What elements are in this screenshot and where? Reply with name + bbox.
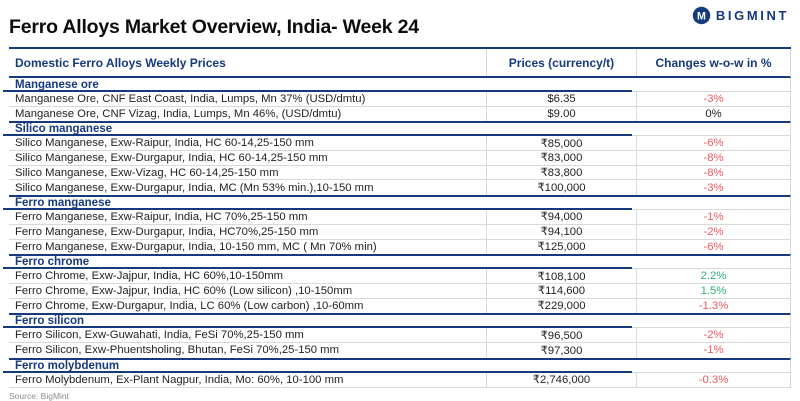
row-change: 0% <box>705 108 722 121</box>
column-header-prices: Prices (currency/t) <box>487 49 637 76</box>
row-desc: Ferro Chrome, Exw-Jajpur, India, HC 60%,… <box>9 269 487 283</box>
table-row: Ferro Chrome, Exw-Durgapur, India, LC 60… <box>9 298 791 314</box>
row-desc: Ferro Chrome, Exw-Jajpur, India, HC 60% … <box>9 283 487 298</box>
row-desc: Ferro Manganese, Exw-Durgapur, India, 10… <box>9 239 487 255</box>
section-rows: Manganese Ore, CNF East Coast, India, Lu… <box>9 92 791 122</box>
row-change: -6% <box>703 240 724 253</box>
row-price: ₹125,000 <box>487 239 637 255</box>
section-rows: Ferro Manganese, Exw-Raipur, India, HC 7… <box>9 210 791 255</box>
table-row: Ferro Manganese, Exw-Durgapur, India, 10… <box>9 239 791 255</box>
section-header-ferro-manganese: Ferro manganese <box>3 195 791 211</box>
row-change: -6% <box>703 137 724 150</box>
section-underline <box>3 267 632 270</box>
table-row: Ferro Molybdenum, Ex-Plant Nagpur, India… <box>9 372 791 388</box>
row-price: ₹108,100 <box>487 269 637 283</box>
table-row: Silico Manganese, Exw-Vizag, HC 60-14,25… <box>9 165 791 181</box>
row-desc: Silico Manganese, Exw-Vizag, HC 60-14,25… <box>9 165 487 180</box>
section-underline <box>3 208 632 211</box>
row-price: ₹83,800 <box>487 165 637 180</box>
table-header-row: Domestic Ferro Alloys Weekly Prices Pric… <box>9 49 791 78</box>
row-price: ₹114,600 <box>487 283 637 298</box>
row-change: -1% <box>703 344 724 357</box>
row-change: -0.3% <box>698 373 729 386</box>
section-label: Ferro silicon <box>15 315 85 328</box>
row-change: -2% <box>703 225 724 238</box>
row-desc: Ferro Molybdenum, Ex-Plant Nagpur, India… <box>9 372 487 388</box>
section-header-ferro-silicon: Ferro silicon <box>3 313 791 329</box>
table-row: Ferro Silicon, Exw-Phuentsholing, Bhutan… <box>9 342 791 358</box>
table-row: Ferro Chrome, Exw-Jajpur, India, HC 60% … <box>9 283 791 299</box>
row-price: $6.35 <box>487 92 637 106</box>
row-desc: Manganese Ore, CNF East Coast, India, Lu… <box>9 92 487 106</box>
row-price: ₹229,000 <box>487 298 637 314</box>
table-row: Manganese Ore, CNF Vizag, India, Lumps, … <box>9 106 791 122</box>
row-desc: Manganese Ore, CNF Vizag, India, Lumps, … <box>9 106 487 122</box>
row-price: ₹2,746,000 <box>487 372 637 388</box>
row-change: -3% <box>703 92 724 105</box>
row-price: ₹85,000 <box>487 136 637 151</box>
row-change: -8% <box>703 166 724 179</box>
row-change: 1.5% <box>700 284 727 297</box>
section-label: Silico manganese <box>15 123 113 136</box>
row-change: -3% <box>703 181 724 194</box>
row-price: ₹100,000 <box>487 180 637 196</box>
prices-table: Domestic Ferro Alloys Weekly Prices Pric… <box>3 47 791 389</box>
table-row: Ferro Manganese, Exw-Raipur, India, HC 7… <box>9 210 791 225</box>
row-desc: Silico Manganese, Exw-Durgapur, India, M… <box>9 180 487 196</box>
bigmint-monogram-icon: M <box>692 6 711 25</box>
row-price: ₹94,000 <box>487 210 637 224</box>
section-rows: Silico Manganese, Exw-Raipur, India, HC … <box>9 136 791 196</box>
column-header-changes: Changes w-o-w in % <box>655 55 772 70</box>
section-label: Ferro chrome <box>15 256 90 269</box>
section-label: Manganese ore <box>15 78 99 91</box>
section-rows: Ferro Molybdenum, Ex-Plant Nagpur, India… <box>9 372 791 388</box>
row-desc: Ferro Manganese, Exw-Durgapur, India, HC… <box>9 224 487 239</box>
row-price: ₹94,100 <box>487 224 637 239</box>
section-header-ferro-chrome: Ferro chrome <box>3 254 791 270</box>
row-desc: Ferro Manganese, Exw-Raipur, India, HC 7… <box>9 210 487 224</box>
section-label: Ferro molybdenum <box>15 359 120 372</box>
section-underline <box>3 90 632 92</box>
section-underline <box>3 370 632 373</box>
row-desc: Ferro Chrome, Exw-Durgapur, India, LC 60… <box>9 298 487 314</box>
section-label: Ferro manganese <box>15 197 111 210</box>
source-note: Source: BigMint <box>9 391 69 401</box>
row-price: ₹97,300 <box>487 342 637 358</box>
column-header-description: Domestic Ferro Alloys Weekly Prices <box>9 49 487 76</box>
row-desc: Silico Manganese, Exw-Durgapur, India, H… <box>9 151 487 165</box>
section-rows: Ferro Silicon, Exw-Guwahati, India, FeSi… <box>9 328 791 358</box>
brand-logo: M BIGMINT <box>692 6 789 25</box>
row-change: 2.2% <box>700 270 727 283</box>
table-row: Silico Manganese, Exw-Durgapur, India, M… <box>9 180 791 196</box>
table-row: Manganese Ore, CNF East Coast, India, Lu… <box>9 92 791 107</box>
row-change: -8% <box>703 151 724 164</box>
row-price: $9.00 <box>487 106 637 122</box>
row-change: -2% <box>703 329 724 342</box>
brand-wordmark: BIGMINT <box>715 8 789 23</box>
row-change: -1.3% <box>698 299 729 312</box>
table-row: Silico Manganese, Exw-Raipur, India, HC … <box>9 136 791 152</box>
row-change: -1% <box>703 210 724 223</box>
row-desc: Silico Manganese, Exw-Raipur, India, HC … <box>9 136 487 151</box>
row-desc: Ferro Silicon, Exw-Guwahati, India, FeSi… <box>9 328 487 342</box>
section-header-ferro-molybdenum: Ferro molybdenum <box>3 357 791 373</box>
section-underline <box>3 134 632 137</box>
table-row: Ferro Chrome, Exw-Jajpur, India, HC 60%,… <box>9 269 791 284</box>
section-underline <box>3 326 632 329</box>
section-header-manganese-ore: Manganese ore <box>3 78 791 92</box>
table-row: Ferro Silicon, Exw-Guwahati, India, FeSi… <box>9 328 791 343</box>
section-rows: Ferro Chrome, Exw-Jajpur, India, HC 60%,… <box>9 269 791 314</box>
section-header-silico-manganese: Silico manganese <box>3 121 791 137</box>
row-desc: Ferro Silicon, Exw-Phuentsholing, Bhutan… <box>9 342 487 358</box>
page-title: Ferro Alloys Market Overview, India- Wee… <box>9 16 419 38</box>
svg-text:M: M <box>697 10 706 22</box>
row-price: ₹83,000 <box>487 151 637 165</box>
table-row: Silico Manganese, Exw-Durgapur, India, H… <box>9 151 791 166</box>
row-price: ₹96,500 <box>487 328 637 342</box>
table-row: Ferro Manganese, Exw-Durgapur, India, HC… <box>9 224 791 240</box>
